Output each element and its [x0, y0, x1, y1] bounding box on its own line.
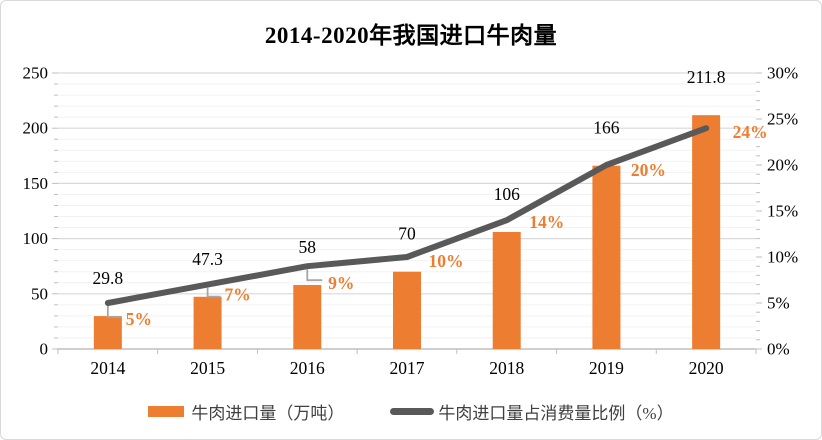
legend-item-ratio: 牛肉进口量占消费量比例（%） [390, 399, 674, 424]
legend-label-ratio: 牛肉进口量占消费量比例（%） [438, 403, 674, 423]
x-axis-label: 2015 [190, 358, 225, 378]
right-axis-label: 15% [767, 202, 798, 221]
x-axis-label: 2014 [90, 358, 125, 378]
bar [592, 165, 621, 349]
bar-value-label: 58 [299, 237, 317, 257]
bar [193, 296, 222, 349]
chart-title: 2014-2020年我国进口牛肉量 [264, 23, 558, 48]
bar-value-label: 211.8 [687, 67, 726, 87]
pct-label: 5% [126, 309, 152, 329]
pct-label: 9% [328, 273, 354, 293]
label-leader-line [306, 269, 323, 282]
x-axis-label: 2016 [290, 358, 325, 378]
label-leader-line [206, 287, 221, 298]
bar [692, 115, 721, 350]
bar-value-label: 29.8 [93, 268, 124, 288]
label-leader-line [106, 306, 122, 318]
left-axis-label: 250 [23, 64, 49, 83]
bar [393, 271, 421, 349]
left-axis-label: 200 [23, 119, 49, 138]
right-axis-label: 30% [767, 64, 798, 83]
bar-value-label: 166 [593, 118, 620, 138]
x-axis-label: 2019 [589, 358, 624, 378]
line-series-swatch-icon [390, 407, 435, 415]
x-axis-label: 2017 [390, 358, 425, 378]
legend-label-imports: 牛肉进口量（万吨） [191, 403, 345, 423]
right-axis-label: 20% [767, 156, 798, 175]
bar [293, 284, 322, 349]
pct-label: 7% [224, 285, 250, 305]
bar-value-label: 106 [494, 184, 521, 204]
bar-value-label: 70 [398, 224, 416, 244]
left-axis-label: 150 [23, 174, 49, 193]
x-axis-label: 2018 [489, 358, 524, 378]
right-axis-label: 5% [767, 294, 790, 313]
ratio-line [104, 125, 710, 306]
legend-item-imports: 牛肉进口量（万吨） [148, 399, 344, 424]
x-axis-label: 2020 [689, 358, 724, 378]
chart-plot-area: 0 50 100 150 200 250 0% 5% 10% 15% 20% 25% 30% 2014 20… [23, 64, 799, 379]
left-axis-label: 50 [31, 284, 48, 303]
right-axis-label: 0% [767, 340, 790, 359]
chart-legend: 牛肉进口量（万吨） 牛肉进口量占消费量比例（%） [1, 398, 821, 424]
left-axis-label: 100 [23, 229, 49, 248]
bar-value-label: 47.3 [192, 249, 223, 269]
left-axis-label: 0 [40, 340, 49, 359]
pct-label: 20% [631, 160, 666, 180]
bar [93, 316, 122, 349]
right-axis-label: 25% [767, 110, 798, 129]
bar-series-swatch-icon [148, 405, 185, 417]
bar [492, 231, 521, 349]
right-axis-label: 10% [767, 248, 798, 267]
pct-label: 10% [429, 251, 464, 271]
pct-label: 24% [733, 122, 768, 142]
pct-label: 14% [529, 212, 564, 232]
